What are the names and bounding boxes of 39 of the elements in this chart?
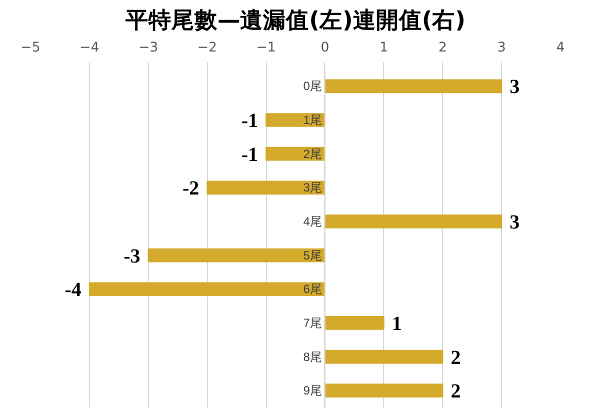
y-tick-label: 1尾 (303, 113, 322, 127)
bar (324, 384, 444, 398)
y-tick-label: 9尾 (303, 384, 322, 398)
x-tick-label: −1 (256, 40, 276, 56)
bar (324, 214, 502, 228)
y-tick-label: 5尾 (303, 248, 322, 262)
data-label: -4 (64, 279, 82, 302)
y-tick-label: 7尾 (303, 316, 322, 330)
y-tick-label: 4尾 (303, 214, 322, 228)
data-label: 3 (510, 76, 520, 98)
x-tick-label: 1 (380, 40, 388, 56)
x-tick-label: 0 (320, 40, 330, 56)
data-label: 2 (450, 346, 461, 369)
bar (324, 350, 444, 364)
x-tick-label: 3 (497, 40, 506, 56)
x-tick-label: −3 (138, 40, 158, 56)
data-label: -3 (124, 245, 140, 268)
x-tick-label: −2 (197, 40, 217, 56)
bar (148, 248, 326, 262)
chart-title: 平特尾數—遺漏值(左)連開值(右) (124, 8, 466, 34)
bar (88, 282, 326, 296)
y-tick-label: 3尾 (303, 180, 322, 195)
x-tick-label: −5 (20, 40, 40, 56)
bar (206, 180, 326, 195)
bar (324, 79, 502, 94)
bar (324, 316, 384, 330)
y-tick-label: 6尾 (303, 282, 322, 296)
x-tick-label: −4 (80, 40, 100, 56)
y-tick-label: 2尾 (303, 146, 322, 161)
y-tick-label: 8尾 (303, 350, 322, 364)
data-label: -1 (241, 110, 258, 132)
data-label: -2 (182, 178, 200, 200)
x-tick-label: 4 (556, 40, 565, 56)
y-tick-label: 0尾 (303, 79, 322, 94)
data-label: 3 (510, 211, 520, 234)
data-label: -1 (241, 144, 258, 166)
x-tick-label: 2 (438, 40, 447, 56)
data-label: 2 (450, 380, 461, 403)
data-label: 1 (392, 312, 402, 335)
